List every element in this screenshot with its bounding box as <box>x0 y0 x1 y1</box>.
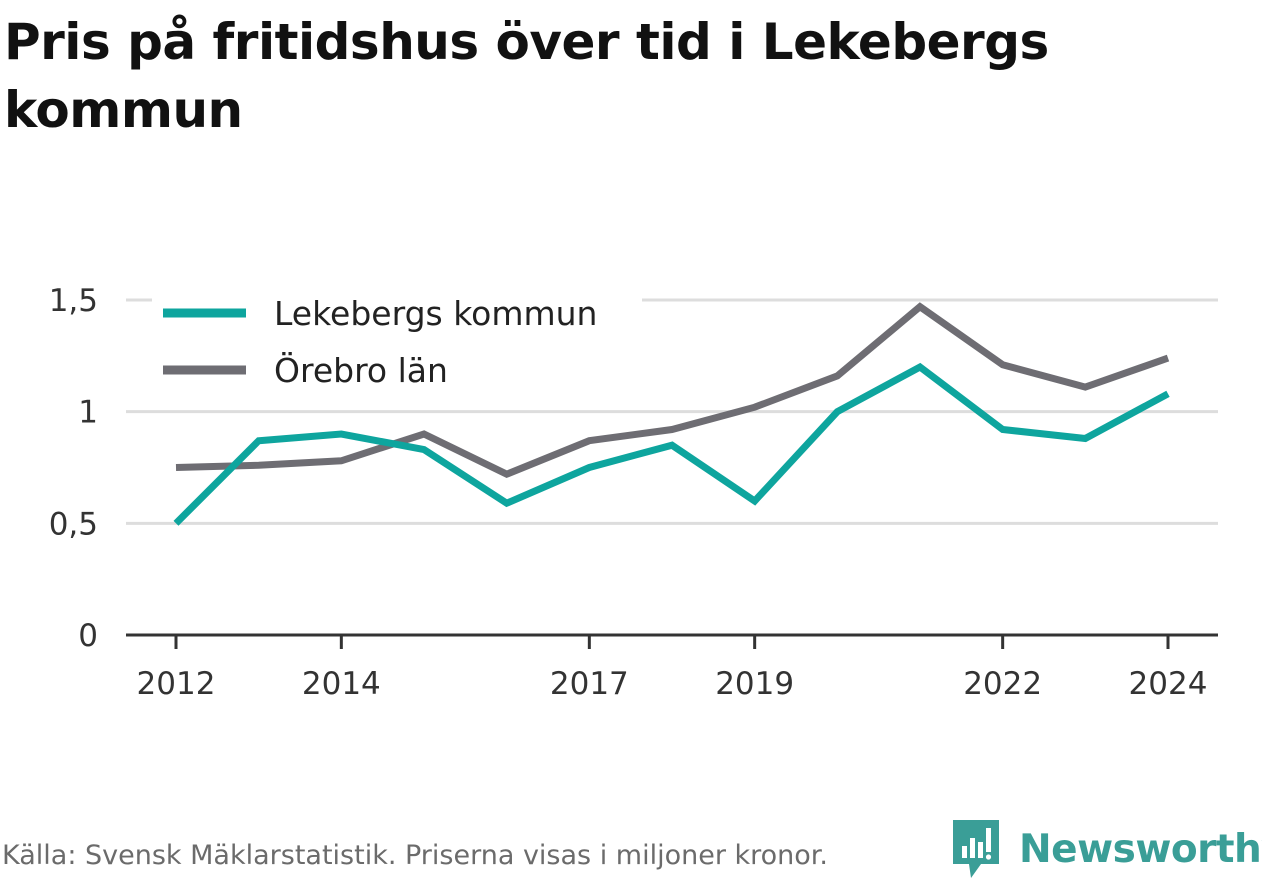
y-tick-label: 0 <box>78 618 98 654</box>
legend-label: Örebro län <box>274 350 448 390</box>
newsworthy-logo-icon <box>953 820 999 878</box>
brand-logo: Newsworthy <box>951 818 1262 880</box>
series-line <box>175 302 1170 479</box>
y-tick-label: 1,5 <box>49 283 98 319</box>
y-axis-labels: 0 0,5 1 1,5 <box>49 283 98 654</box>
chart-title: Pris på fritidshus över tid i Lekebergs … <box>4 13 1049 139</box>
line-chart: 0 0,5 1 1,5 2012 2014 2017 2019 2022 2024 Lekebe… <box>49 283 1218 702</box>
x-tick-label: 2024 <box>1129 666 1208 702</box>
x-axis <box>126 633 1218 649</box>
series-lines <box>173 302 1170 526</box>
x-tick-label: 2022 <box>963 666 1042 702</box>
y-tick-label: 1 <box>78 395 98 431</box>
y-tick-label: 0,5 <box>49 506 98 542</box>
series-line <box>173 362 1170 526</box>
x-tick-label: 2019 <box>715 666 794 702</box>
x-axis-labels: 2012 2014 2017 2019 2022 2024 <box>137 666 1208 702</box>
x-tick-label: 2014 <box>302 666 381 702</box>
legend-label: Lekebergs kommun <box>274 294 597 333</box>
x-tick-label: 2017 <box>550 666 629 702</box>
source-note: Källa: Svensk Mäklarstatistik. Priserna … <box>2 840 829 871</box>
x-tick-label: 2012 <box>137 666 216 702</box>
legend: Lekebergs kommun Örebro län <box>152 291 642 401</box>
brand-name: Newsworthy <box>1019 826 1262 872</box>
